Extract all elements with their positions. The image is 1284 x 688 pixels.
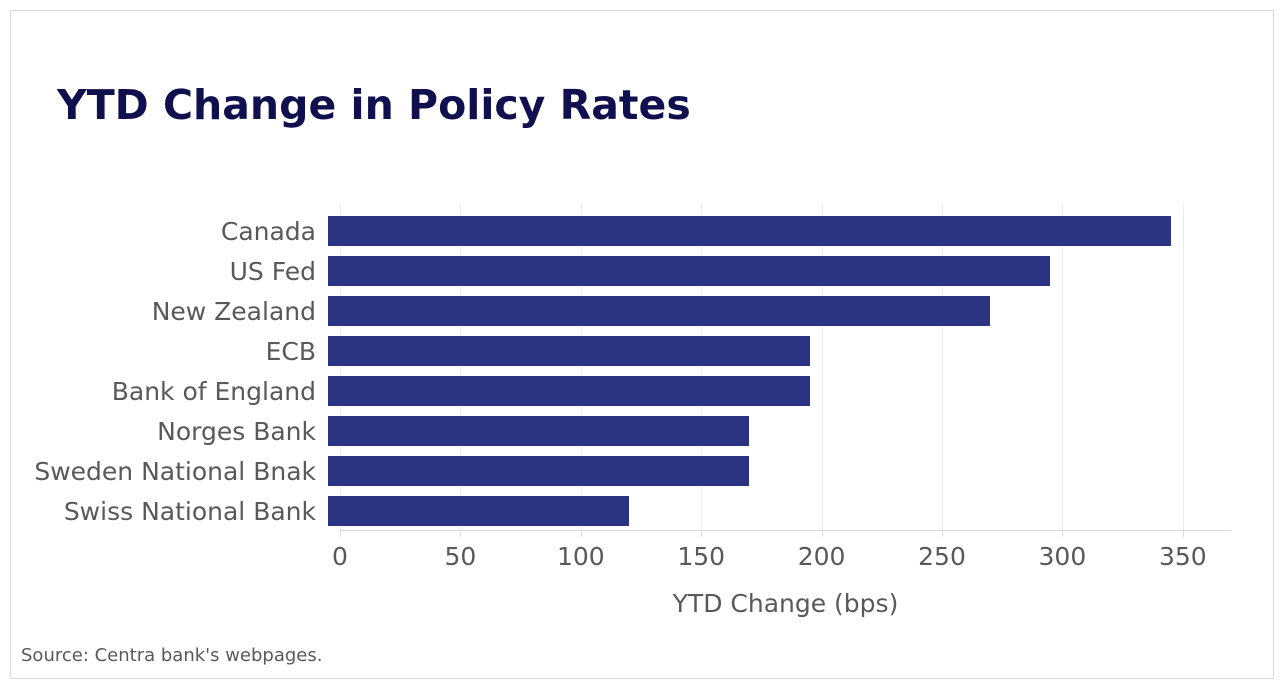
axis-tick xyxy=(821,531,823,537)
category-label: ECB xyxy=(265,336,316,366)
gridline xyxy=(1062,204,1064,530)
bar-track xyxy=(328,296,1219,326)
bar-rows: Canada US Fed New Zealand ECB Bank of Englan… xyxy=(11,211,1231,531)
bar xyxy=(328,456,750,486)
bar-track xyxy=(328,216,1219,246)
gridlines xyxy=(340,204,1231,530)
category-label: Norges Bank xyxy=(157,416,316,446)
bar-row: US Fed xyxy=(11,251,1231,291)
x-axis-title: YTD Change (bps) xyxy=(672,589,899,618)
bar-track xyxy=(328,456,1219,486)
gridline xyxy=(942,204,943,530)
category-label: Swiss National Bank xyxy=(63,496,316,526)
axis-tick xyxy=(340,531,341,537)
chart-card: YTD Change in Policy Rates Canada US Fed N… xyxy=(10,10,1274,679)
axis-tick xyxy=(460,531,462,537)
bar xyxy=(328,376,810,406)
tick-label: 200 xyxy=(797,542,846,571)
tick-label: 100 xyxy=(556,542,605,571)
category-label: Bank of England xyxy=(111,376,316,406)
category-label: Canada xyxy=(220,216,316,246)
bar-row: New Zealand xyxy=(11,291,1231,331)
bar-track xyxy=(328,336,1219,366)
x-axis-tick-labels: 0 50 100 150 200 250 300 350 xyxy=(332,542,1231,574)
bar-track xyxy=(328,256,1219,286)
bar xyxy=(328,296,991,326)
category-label: New Zealand xyxy=(151,296,316,326)
bar-track xyxy=(328,376,1219,406)
tick-label: 50 xyxy=(444,542,477,571)
gridline xyxy=(1182,204,1184,530)
bar xyxy=(328,216,1171,246)
bar xyxy=(328,416,750,446)
bar-row: ECB xyxy=(11,331,1231,371)
x-axis-ticks xyxy=(340,531,1231,538)
gridline xyxy=(340,204,341,530)
tick-label: 350 xyxy=(1158,542,1207,571)
bar-row: Sweden National Bnak xyxy=(11,451,1231,491)
source-note: Source: Centra bank's webpages. xyxy=(21,645,323,666)
axis-tick xyxy=(1062,531,1064,537)
tick-label: 250 xyxy=(918,542,966,571)
gridline xyxy=(821,204,823,530)
tick-label: 150 xyxy=(677,542,726,571)
gridline xyxy=(701,204,703,530)
tick-label: 300 xyxy=(1038,542,1087,571)
axis-tick xyxy=(1182,531,1184,537)
tick-label: 0 xyxy=(332,542,348,571)
axis-tick xyxy=(701,531,703,537)
bar-row: Canada xyxy=(11,211,1231,251)
bar xyxy=(328,496,629,526)
bar xyxy=(328,256,1051,286)
chart-title: YTD Change in Policy Rates xyxy=(57,81,691,129)
bar-row: Swiss National Bank xyxy=(11,491,1231,531)
gridline xyxy=(460,204,462,530)
bar-row: Bank of England xyxy=(11,371,1231,411)
axis-tick xyxy=(942,531,943,537)
bar xyxy=(328,336,810,366)
gridline xyxy=(580,204,582,530)
axis-tick xyxy=(580,531,582,537)
bar-row: Norges Bank xyxy=(11,411,1231,451)
category-label: Sweden National Bnak xyxy=(34,456,316,486)
bar-track xyxy=(328,496,1219,526)
x-axis-line xyxy=(340,530,1231,531)
category-label: US Fed xyxy=(229,256,316,286)
bar-track xyxy=(328,416,1219,446)
